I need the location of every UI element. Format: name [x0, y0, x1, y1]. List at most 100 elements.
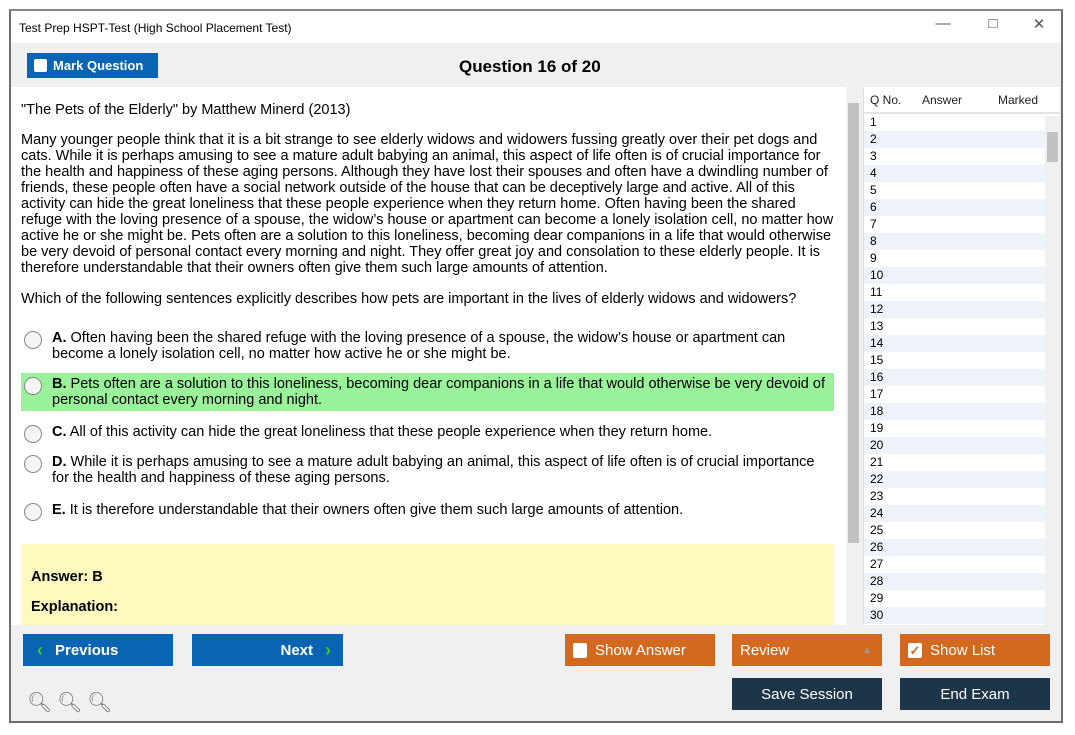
- minimize-icon[interactable]: —: [935, 15, 951, 32]
- question-text: Which of the following sentences explici…: [21, 291, 797, 307]
- chevron-left-icon: ‹: [37, 639, 43, 660]
- option-text: Pets often are a solution to this loneli…: [52, 376, 825, 408]
- content-scrollbar[interactable]: [846, 87, 861, 625]
- review-dropdown[interactable]: Review ▲: [732, 634, 882, 666]
- next-label: Next: [280, 641, 313, 659]
- list-row[interactable]: 14: [864, 335, 1060, 352]
- checkbox-icon: [34, 59, 47, 72]
- explanation-label: Explanation:: [31, 599, 119, 615]
- list-row[interactable]: 18: [864, 403, 1060, 420]
- list-row[interactable]: 26: [864, 539, 1060, 556]
- list-row[interactable]: 28: [864, 573, 1060, 590]
- question-header: Mark Question Question 16 of 20: [11, 43, 1061, 87]
- list-row[interactable]: 19: [870, 421, 884, 435]
- radio-icon[interactable]: [24, 377, 42, 395]
- list-row[interactable]: 2: [864, 131, 1060, 148]
- save-session-button[interactable]: Save Session: [732, 678, 882, 710]
- passage-source: "The Pets of the Elderly" by Matthew Min…: [21, 102, 351, 118]
- list-row[interactable]: 20: [864, 437, 1060, 454]
- answer-box: Answer: B Explanation:: [21, 544, 834, 625]
- show-list-label: Show List: [930, 641, 996, 659]
- review-label: Review: [740, 641, 790, 659]
- list-row[interactable]: 7: [870, 217, 877, 231]
- caret-up-icon: ▲: [862, 644, 872, 656]
- radio-icon[interactable]: [24, 331, 42, 349]
- maximize-icon[interactable]: □: [988, 15, 998, 32]
- list-row[interactable]: 11: [870, 285, 883, 299]
- option-d[interactable]: D. While it is perhaps amusing to see a …: [21, 451, 834, 489]
- radio-icon[interactable]: [24, 503, 42, 521]
- list-row[interactable]: 1: [870, 115, 877, 129]
- list-row[interactable]: 5: [870, 183, 877, 197]
- previous-button[interactable]: ‹ Previous: [23, 634, 173, 666]
- save-session-label: Save Session: [761, 685, 853, 703]
- zoom-out-icon[interactable]: 🔍︎: [87, 692, 113, 714]
- mark-question-button[interactable]: Mark Question: [27, 53, 158, 78]
- option-c[interactable]: C. All of this activity can hide the gre…: [21, 421, 834, 443]
- list-scrollbar[interactable]: [1045, 116, 1060, 625]
- show-answer-button[interactable]: Show Answer: [565, 634, 715, 666]
- app-window: Test Prep HSPT-Test (High School Placeme…: [9, 9, 1063, 723]
- option-b[interactable]: B. Pets often are a solution to this lon…: [21, 373, 834, 411]
- passage-text: Many younger people think that it is a b…: [21, 132, 834, 276]
- list-row[interactable]: 22: [864, 471, 1060, 488]
- list-row[interactable]: 10: [864, 267, 1060, 284]
- option-letter: E.: [52, 502, 66, 518]
- list-row[interactable]: 29: [870, 591, 884, 605]
- option-text: It is therefore understandable that thei…: [69, 502, 684, 518]
- option-text: While it is perhaps amusing to see a mat…: [52, 454, 815, 486]
- answer-label: Answer: B: [31, 569, 103, 585]
- col-qno[interactable]: Q No.: [870, 92, 902, 107]
- list-row[interactable]: 3: [870, 149, 877, 163]
- col-answer[interactable]: Answer: [922, 92, 963, 107]
- option-a[interactable]: A. Often having been the shared refuge w…: [21, 327, 834, 365]
- window-title: Test Prep HSPT-Test (High School Placeme…: [19, 21, 292, 35]
- radio-icon[interactable]: [24, 455, 42, 473]
- option-text: All of this activity can hide the great …: [69, 424, 713, 440]
- option-letter: B.: [52, 376, 67, 392]
- option-text: Often having been the shared refuge with…: [52, 330, 786, 362]
- zoom-reset-icon[interactable]: 🔍︎: [57, 692, 83, 714]
- title-bar: Test Prep HSPT-Test (High School Placeme…: [11, 11, 1061, 43]
- question-list: Q No. Answer Marked 1 2 3 4 5 6 7 8 9 10 11 12 13 14 1…: [863, 87, 1060, 625]
- list-header: Q No. Answer Marked: [864, 87, 1060, 114]
- list-row[interactable]: 21: [870, 455, 884, 469]
- question-content: "The Pets of the Elderly" by Matthew Min…: [11, 87, 846, 625]
- zoom-in-icon[interactable]: 🔍︎: [27, 692, 53, 714]
- option-letter: A.: [52, 330, 67, 346]
- option-letter: D.: [52, 454, 67, 470]
- list-row[interactable]: 8: [864, 233, 1060, 250]
- close-icon[interactable]: ✕: [1032, 16, 1046, 33]
- list-row[interactable]: 17: [870, 387, 884, 401]
- option-letter: C.: [52, 424, 67, 440]
- list-row[interactable]: 13: [870, 319, 884, 333]
- list-row[interactable]: 23: [870, 489, 884, 503]
- list-row[interactable]: 30: [864, 607, 1060, 624]
- list-scroll-thumb[interactable]: [1047, 132, 1058, 162]
- col-marked[interactable]: Marked: [998, 92, 1039, 107]
- list-row[interactable]: 27: [870, 557, 884, 571]
- show-list-button[interactable]: ✓ Show List: [900, 634, 1050, 666]
- previous-label: Previous: [55, 641, 119, 659]
- checkbox-checked-icon[interactable]: ✓: [908, 642, 922, 658]
- list-row[interactable]: 6: [864, 199, 1060, 216]
- checkbox-icon[interactable]: [573, 642, 587, 658]
- list-row[interactable]: 4: [864, 165, 1060, 182]
- end-exam-label: End Exam: [940, 685, 1010, 703]
- list-rows: 1 2 3 4 5 6 7 8 9 10 11 12 13 14 15 16 17 18 19 20 21 22 23 24 2…: [864, 114, 1060, 624]
- list-row[interactable]: 12: [864, 301, 1060, 318]
- list-row[interactable]: 15: [870, 353, 884, 367]
- option-e[interactable]: E. It is therefore understandable that t…: [21, 499, 834, 521]
- list-row[interactable]: 24: [864, 505, 1060, 522]
- scrollbar-thumb[interactable]: [848, 103, 859, 543]
- show-answer-label: Show Answer: [595, 641, 686, 659]
- next-button[interactable]: Next ›: [192, 634, 343, 666]
- end-exam-button[interactable]: End Exam: [900, 678, 1050, 710]
- list-row[interactable]: 25: [870, 523, 884, 537]
- mark-question-label: Mark Question: [53, 58, 144, 73]
- question-counter: Question 16 of 20: [459, 57, 601, 76]
- radio-icon[interactable]: [24, 425, 42, 443]
- chevron-right-icon: ›: [325, 639, 331, 660]
- list-row[interactable]: 16: [864, 369, 1060, 386]
- list-row[interactable]: 9: [870, 251, 877, 265]
